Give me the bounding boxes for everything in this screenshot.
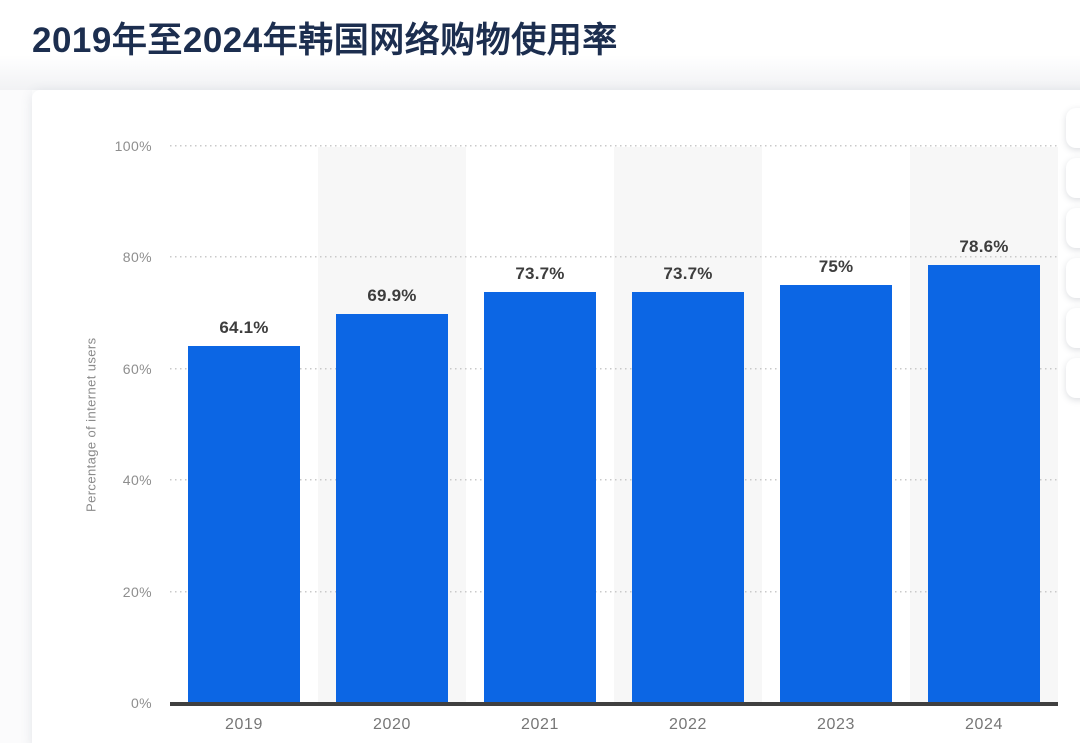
floating-action-button-1[interactable] [1066, 108, 1080, 148]
bar-value-2022: 73.7% [663, 264, 713, 284]
header-gradient [0, 55, 1080, 90]
gridline-20% [170, 590, 1058, 593]
bar-2022[interactable] [632, 292, 744, 703]
x-axis-line [170, 702, 1058, 706]
x-tick-label-2023: 2023 [817, 716, 855, 733]
gridline-60% [170, 367, 1058, 370]
x-tick-label-2024: 2024 [965, 716, 1003, 733]
x-tick-label-2022: 2022 [669, 716, 707, 733]
floating-action-button-3[interactable] [1066, 208, 1080, 248]
bar-value-2021: 73.7% [515, 264, 565, 284]
y-axis-title: Percentage of internet users [83, 337, 99, 512]
x-tick-label-2020: 2020 [373, 716, 411, 733]
page-title: 2019年至2024年韩国网络购物使用率 [32, 21, 618, 60]
bar-2020[interactable] [336, 313, 448, 703]
floating-action-button-2[interactable] [1066, 158, 1080, 198]
y-tick-label-60%: 60% [122, 360, 152, 377]
page-gutter [0, 90, 32, 743]
bar-value-2023: 75% [818, 257, 854, 277]
floating-action-button-5[interactable] [1066, 308, 1080, 348]
x-tick-label-2021: 2021 [521, 716, 559, 733]
y-tick-label-100%: 100% [114, 138, 152, 154]
bar-2023[interactable] [780, 285, 892, 703]
y-tick-label-0%: 0% [130, 695, 152, 711]
bar-2021[interactable] [484, 292, 596, 703]
y-tick-label-80%: 80% [122, 249, 152, 266]
floating-action-button-6[interactable] [1066, 358, 1080, 398]
bar-value-2019: 64.1% [219, 317, 269, 337]
x-tick-label-2019: 2019 [225, 716, 263, 733]
gridline-80% [170, 256, 1058, 259]
y-tick-label-40%: 40% [122, 472, 152, 489]
gridline-100% [170, 145, 1058, 147]
bar-2024[interactable] [928, 265, 1040, 703]
floating-action-button-4[interactable] [1066, 258, 1080, 298]
bar-value-2020: 69.9% [367, 285, 417, 305]
bar-value-2024: 78.6% [959, 237, 1009, 257]
bar-2019[interactable] [188, 345, 300, 703]
gridline-40% [170, 479, 1058, 482]
y-tick-label-20%: 20% [122, 583, 152, 600]
